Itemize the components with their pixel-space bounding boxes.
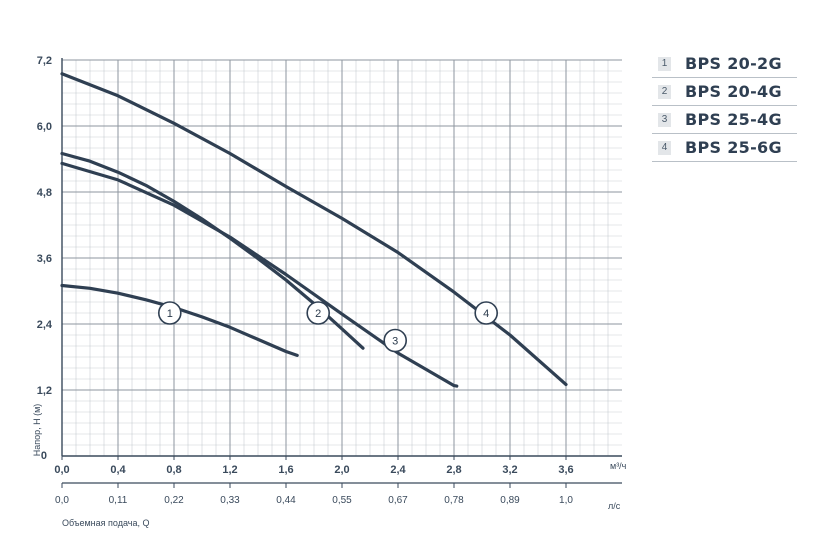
curve-label-circle bbox=[474, 301, 499, 325]
curve-label-number: 1 bbox=[167, 308, 173, 320]
legend-model-name: BPS 20-2G bbox=[685, 54, 782, 73]
x2-axis-unit: л/с bbox=[608, 501, 621, 511]
legend-model-name: BPS 25-4G bbox=[685, 110, 782, 129]
curve-label-circle bbox=[158, 301, 182, 325]
y-tick-label: 3,6 bbox=[37, 253, 52, 265]
x-axis-title: Объемная подача, Q bbox=[62, 518, 149, 528]
legend-model-name: BPS 20-4G bbox=[685, 82, 782, 101]
x2-tick-label: 0,0 bbox=[55, 495, 69, 506]
legend-item: 4 BPS 25-6G bbox=[652, 134, 797, 162]
x2-tick-label: 0,44 bbox=[276, 495, 296, 506]
axes: 0,0 0,4 0,8 1,2 1,6 2,0 2,4 2,8 3,2 3,6 0,0 0,11 0,2… bbox=[37, 55, 622, 506]
x-tick-label: 3,6 bbox=[558, 464, 573, 476]
x-tick-label: 1,6 bbox=[278, 464, 293, 476]
x2-tick-label: 0,33 bbox=[220, 495, 240, 506]
curve-label-number: 4 bbox=[483, 308, 489, 320]
x2-tick-label: 0,22 bbox=[164, 495, 184, 506]
curve-line-1 bbox=[60, 283, 299, 357]
x2-tick-label: 0,67 bbox=[388, 495, 408, 506]
grid bbox=[62, 59, 622, 456]
curve-labels: 1 2 3 4 bbox=[158, 301, 499, 353]
curve-label-number: 3 bbox=[392, 336, 398, 348]
x2-tick-label: 1,0 bbox=[559, 495, 573, 506]
legend: 1 BPS 20-2G 2 BPS 20-4G 3 BPS 25-4G 4 BP… bbox=[652, 50, 797, 162]
x-tick-label: 0,0 bbox=[54, 464, 69, 476]
x2-tick-label: 0,78 bbox=[444, 495, 464, 506]
x-tick-label: 1,2 bbox=[222, 464, 237, 476]
x-tick-label: 2,8 bbox=[446, 464, 461, 476]
x-tick-label: 3,2 bbox=[502, 464, 517, 476]
legend-model-name: BPS 25-6G bbox=[685, 138, 782, 157]
curve-line-3 bbox=[60, 161, 459, 388]
y-tick-label: 6,0 bbox=[37, 121, 52, 133]
y-axis-title: Напор, H (м) bbox=[32, 404, 42, 457]
legend-number: 2 bbox=[658, 84, 671, 99]
y-tick-label: 1,2 bbox=[37, 385, 52, 397]
legend-number: 4 bbox=[658, 140, 671, 155]
legend-number: 1 bbox=[658, 56, 671, 71]
x-tick-label: 2,0 bbox=[334, 464, 349, 476]
y-zero-label: 0 bbox=[41, 450, 47, 462]
curve-label-circle bbox=[306, 301, 331, 325]
x-axis-unit: м³/ч bbox=[610, 461, 627, 471]
x-tick-label: 0,4 bbox=[110, 464, 126, 476]
y-tick-label: 7,2 bbox=[37, 55, 52, 67]
x-tick-label: 2,4 bbox=[390, 464, 406, 476]
curve-label-circle bbox=[383, 328, 408, 353]
y-tick-label: 4,8 bbox=[37, 187, 52, 199]
legend-number: 3 bbox=[658, 112, 671, 127]
x2-tick-label: 0,89 bbox=[500, 495, 520, 506]
x2-tick-label: 0,11 bbox=[109, 495, 128, 506]
legend-item: 2 BPS 20-4G bbox=[652, 78, 797, 106]
x2-tick-label: 0,55 bbox=[332, 495, 352, 506]
curve-label-number: 2 bbox=[315, 308, 321, 320]
legend-item: 1 BPS 20-2G bbox=[652, 50, 797, 78]
legend-item: 3 BPS 25-4G bbox=[652, 106, 797, 134]
x-tick-label: 0,8 bbox=[166, 464, 181, 476]
y-tick-label: 2,4 bbox=[37, 319, 53, 331]
